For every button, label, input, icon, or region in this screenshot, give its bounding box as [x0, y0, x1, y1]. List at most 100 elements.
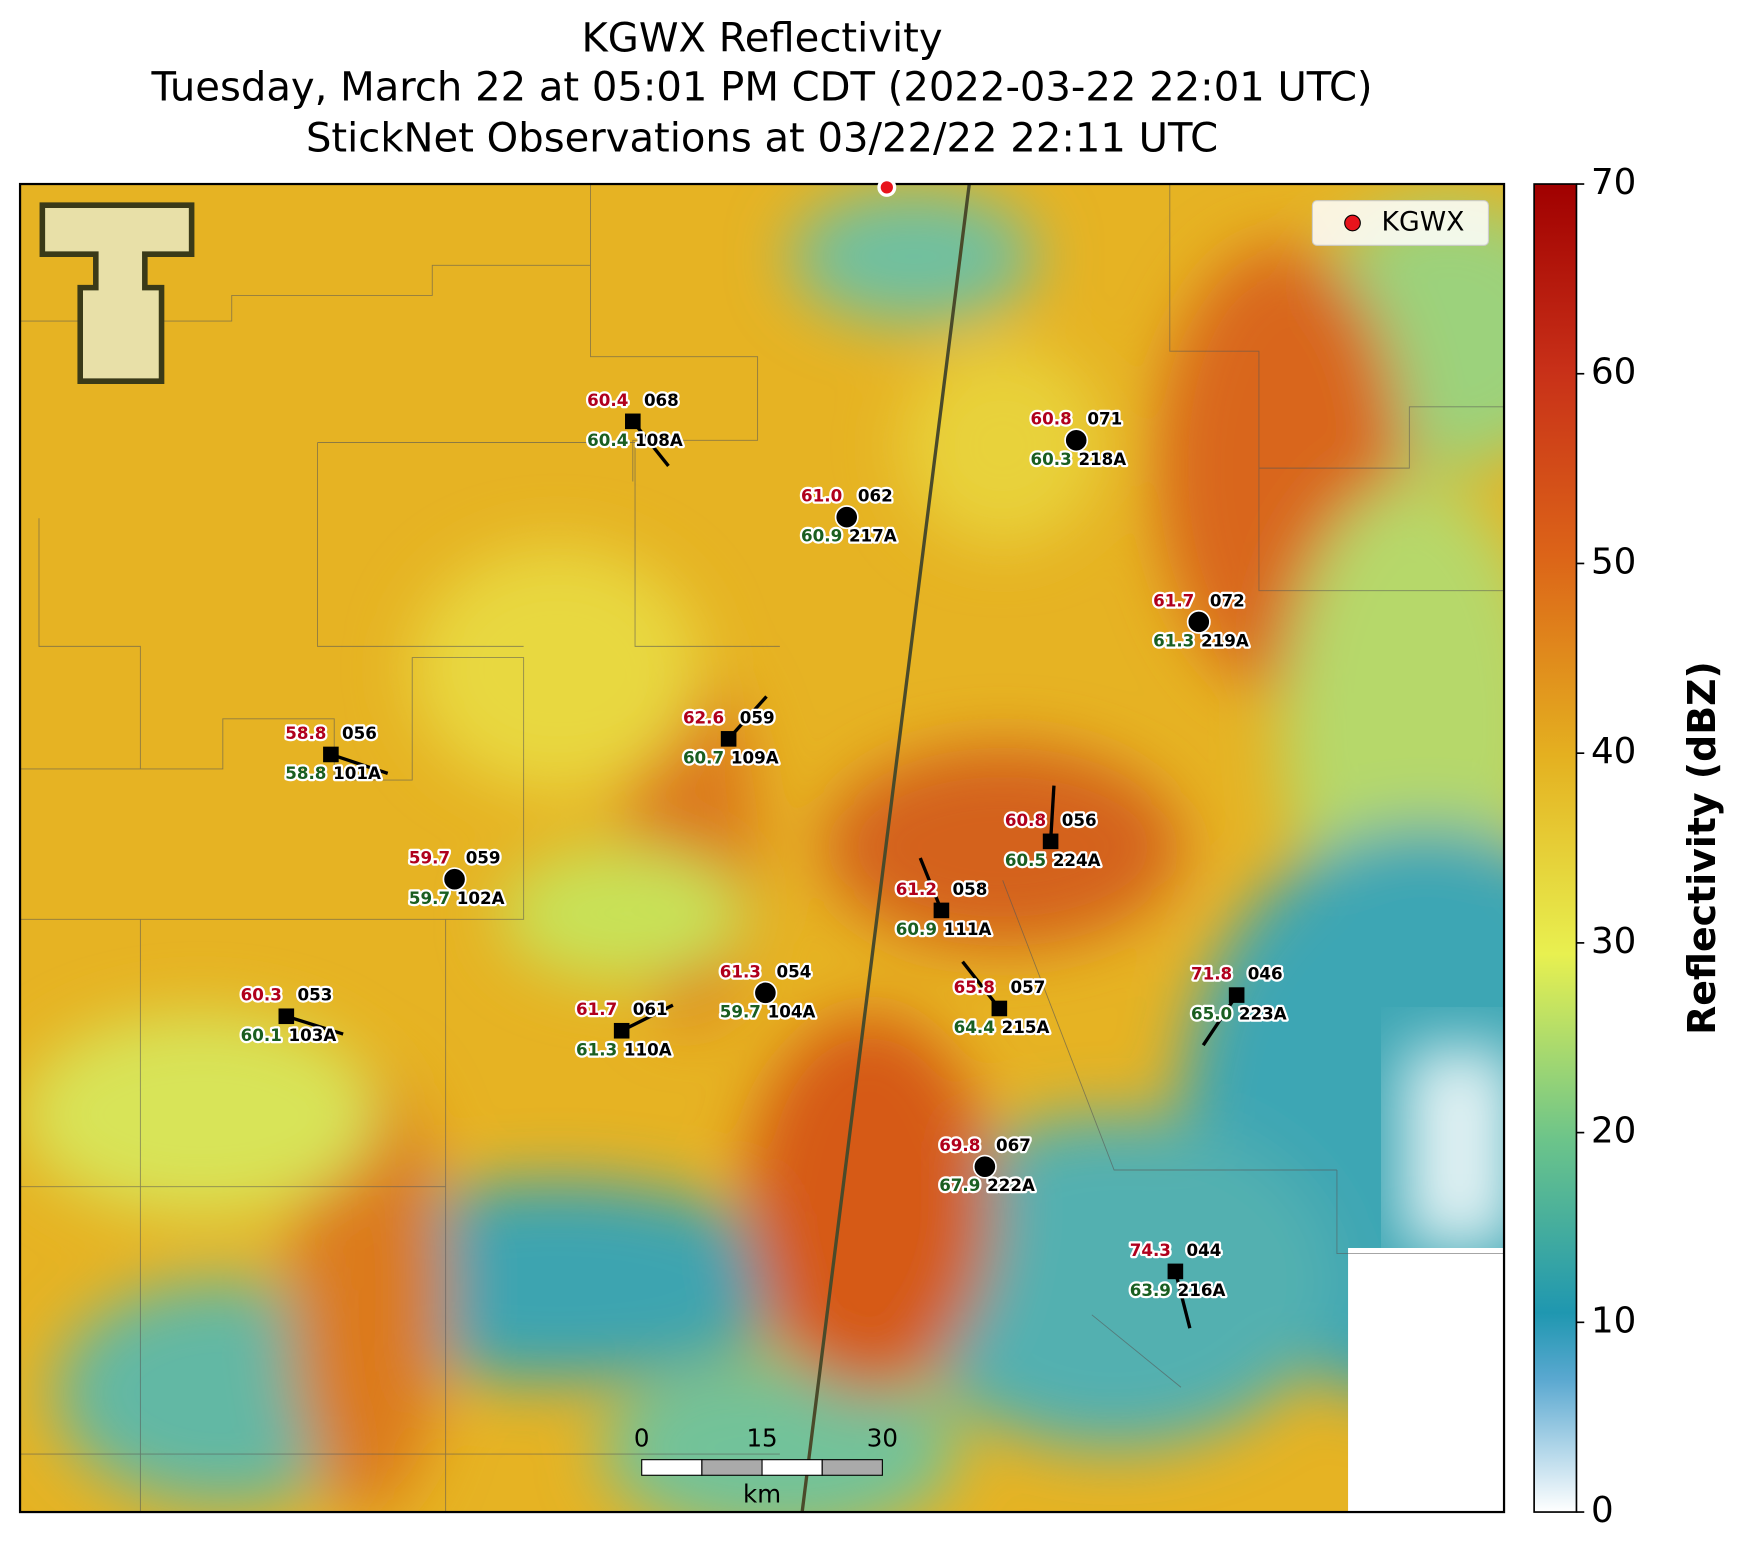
- colorbar-label: Reflectivity (dBZ): [1680, 661, 1724, 1035]
- station-id: 217A: [849, 526, 897, 546]
- wind-barb: [1173, 1270, 1192, 1329]
- station-id: 103A: [289, 1025, 337, 1045]
- wind-barb: [285, 1014, 344, 1036]
- temperature: 60.8: [1005, 810, 1046, 830]
- pressure: 067: [996, 1135, 1031, 1155]
- temperature: 61.0: [801, 486, 842, 506]
- pressure: 062: [858, 486, 893, 506]
- logo: [39, 202, 195, 385]
- station-id: 111A: [944, 919, 992, 939]
- temperature: 61.7: [1153, 590, 1194, 610]
- temperature: 60.3: [241, 985, 282, 1005]
- pressure: 056: [342, 723, 377, 743]
- colorbar-tick-label: 0: [1591, 1490, 1614, 1531]
- station-id: 215A: [1002, 1017, 1050, 1037]
- dewpoint: 60.4: [587, 430, 628, 450]
- dewpoint: 60.9: [896, 919, 937, 939]
- pressure: 059: [740, 707, 775, 727]
- station-marker: [720, 731, 737, 747]
- dewpoint: 64.4: [954, 1017, 995, 1037]
- temperature: 60.8: [1031, 409, 1072, 429]
- wind-barb: [330, 752, 389, 775]
- station-marker: [1228, 987, 1245, 1003]
- dewpoint: 60.7: [683, 747, 724, 767]
- colorbar-tick-label: 50: [1591, 541, 1636, 582]
- scale-segment: [641, 1459, 703, 1476]
- colorbar-tick-label: 40: [1591, 731, 1636, 772]
- station-marker: [613, 1022, 630, 1039]
- station-id: 219A: [1201, 630, 1249, 650]
- pressure: 046: [1248, 964, 1283, 984]
- legend-label: KGWX: [1381, 207, 1464, 238]
- wind-barb: [1048, 785, 1056, 842]
- scale-tick-label: 15: [746, 1424, 777, 1453]
- scale-segment: [701, 1459, 763, 1476]
- station-id: 224A: [1053, 850, 1101, 870]
- station-marker: [323, 746, 339, 763]
- station-marker: [972, 1154, 997, 1179]
- scale-segment: [761, 1459, 823, 1476]
- pressure: 053: [297, 985, 332, 1005]
- dewpoint: 60.5: [1005, 850, 1046, 870]
- pressure: 059: [466, 848, 501, 868]
- pressure: 057: [1010, 977, 1045, 997]
- temperature: 62.6: [683, 707, 724, 727]
- temperature: 71.8: [1191, 964, 1232, 984]
- station-id: 110A: [624, 1039, 672, 1059]
- pressure: 061: [633, 999, 668, 1019]
- colorbar-tick-label: 20: [1591, 1111, 1636, 1152]
- temperature: 59.7: [409, 848, 450, 868]
- colorbar-tick-label: 30: [1591, 921, 1636, 962]
- wind-barb: [620, 1003, 674, 1033]
- temperature: 69.8: [939, 1135, 980, 1155]
- station-marker: [1186, 609, 1211, 634]
- temperature: 60.4: [587, 390, 628, 410]
- dewpoint: 60.1: [241, 1025, 282, 1045]
- station-marker: [753, 980, 778, 1005]
- map-frame: [18, 182, 1506, 1514]
- wind-barb: [1201, 994, 1239, 1047]
- pressure: 071: [1087, 409, 1122, 429]
- station-id: 102A: [457, 888, 505, 908]
- county-borders: [20, 184, 1505, 1513]
- station-marker: [933, 902, 950, 919]
- temperature: 58.8: [285, 723, 326, 743]
- dewpoint: 61.3: [1153, 630, 1194, 650]
- station-marker: [991, 1000, 1008, 1017]
- colorbar: [1533, 183, 1578, 1513]
- legend-box: [1311, 200, 1489, 246]
- legend-marker: [1344, 214, 1361, 232]
- title: KGWX Reflectivity Tuesday, March 22 at 0…: [151, 15, 1373, 161]
- dewpoint: 58.8: [285, 763, 326, 783]
- station-id: 108A: [635, 430, 683, 450]
- station-id: 223A: [1239, 1004, 1287, 1024]
- title-line: StickNet Observations at 03/22/22 22:11 …: [306, 116, 1218, 162]
- station-marker: [442, 867, 467, 892]
- station-marker: [1064, 428, 1089, 453]
- scale-tick-label: 30: [867, 1424, 898, 1453]
- temperature: 61.7: [576, 999, 617, 1019]
- dewpoint: 65.0: [1191, 1004, 1232, 1024]
- temperature: 61.3: [720, 961, 761, 981]
- pressure: 056: [1062, 810, 1097, 830]
- stations: 60.4 068 60.4 108A 61.0 062 60.9 217A 60.8 071 60.…: [238, 388, 1289, 1329]
- dewpoint: 63.9: [1130, 1280, 1171, 1300]
- dewpoint: 60.9: [801, 526, 842, 546]
- colorbar-tick-label: 70: [1591, 162, 1636, 203]
- dewpoint: 59.7: [720, 1001, 761, 1021]
- temperature: 65.8: [954, 977, 995, 997]
- radar-field: [20, 184, 1505, 1513]
- pressure: 068: [644, 390, 679, 410]
- station-id: 109A: [731, 747, 779, 767]
- station-id: 216A: [1178, 1280, 1226, 1300]
- dewpoint: 60.3: [1031, 449, 1072, 469]
- radar-site: [877, 177, 897, 197]
- temperature: 61.2: [896, 879, 937, 899]
- pressure: 054: [777, 961, 812, 981]
- dewpoint: 59.7: [409, 888, 450, 908]
- dewpoint: 67.9: [939, 1175, 980, 1195]
- station-id: 222A: [987, 1175, 1035, 1195]
- title-line: Tuesday, March 22 at 05:01 PM CDT (2022-…: [151, 64, 1373, 110]
- scale-bar: km 0 15 30: [634, 1424, 898, 1509]
